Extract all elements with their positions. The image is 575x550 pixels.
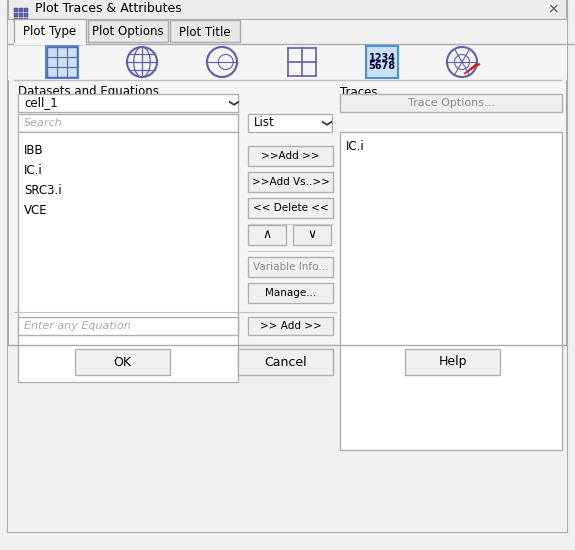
Text: ×: × <box>547 2 559 16</box>
Bar <box>24 13 28 17</box>
Bar <box>248 225 286 245</box>
Text: >> Add >>: >> Add >> <box>260 321 321 331</box>
Bar <box>238 349 333 375</box>
Bar <box>248 198 333 218</box>
Text: IC.i: IC.i <box>346 140 365 153</box>
Bar <box>366 46 398 78</box>
Bar <box>14 8 18 12</box>
Bar <box>19 13 23 17</box>
Text: IBB: IBB <box>24 144 44 157</box>
Bar <box>18 317 238 335</box>
Text: Traces: Traces <box>340 85 378 98</box>
Text: SRC3.i: SRC3.i <box>24 184 62 196</box>
Text: Enter any Equation: Enter any Equation <box>24 321 131 331</box>
Text: Plot Title: Plot Title <box>179 25 231 39</box>
Bar <box>248 114 332 132</box>
Text: Plot Type: Plot Type <box>24 25 76 39</box>
Text: Search: Search <box>24 118 63 128</box>
Bar <box>340 94 562 112</box>
Bar <box>18 94 238 112</box>
Text: Cancel: Cancel <box>264 355 307 368</box>
Bar <box>248 257 333 277</box>
Text: List: List <box>254 117 275 129</box>
Text: Help: Help <box>438 355 467 368</box>
Bar <box>14 13 18 17</box>
Text: OK: OK <box>113 355 132 368</box>
Bar <box>19 8 23 12</box>
Text: Datasets and Equations: Datasets and Equations <box>18 85 159 98</box>
Bar <box>14 19 86 44</box>
Bar <box>46 46 78 78</box>
Bar <box>8 0 567 20</box>
Text: ❯: ❯ <box>227 99 237 107</box>
Text: IC.i: IC.i <box>24 163 43 177</box>
Bar <box>75 349 170 375</box>
Bar <box>18 114 238 132</box>
Text: Plot Traces & Attributes: Plot Traces & Attributes <box>35 3 182 15</box>
Bar <box>8 44 567 80</box>
Bar <box>170 20 240 42</box>
Bar <box>248 172 333 192</box>
Text: Variable Info...: Variable Info... <box>253 262 328 272</box>
Text: 1234: 1234 <box>369 53 396 63</box>
Text: Trace Options...: Trace Options... <box>408 98 494 108</box>
Bar <box>248 146 333 166</box>
Text: << Delete <<: << Delete << <box>252 203 328 213</box>
Bar <box>24 18 28 22</box>
Bar <box>248 283 333 303</box>
Bar <box>8 20 567 44</box>
Bar <box>18 132 238 382</box>
Text: >>Add >>: >>Add >> <box>261 151 320 161</box>
Text: Manage...: Manage... <box>265 288 316 298</box>
Text: Plot Options: Plot Options <box>92 25 164 39</box>
Text: cell_1: cell_1 <box>24 96 58 109</box>
Text: 5678: 5678 <box>369 61 396 71</box>
Bar <box>293 225 331 245</box>
Bar <box>340 132 562 450</box>
Polygon shape <box>464 64 480 74</box>
Bar <box>47 47 77 77</box>
Bar <box>24 8 28 12</box>
Text: ❯: ❯ <box>320 119 330 127</box>
Bar <box>248 317 333 335</box>
Bar <box>88 20 168 42</box>
Text: ∨: ∨ <box>308 228 317 241</box>
Text: VCE: VCE <box>24 204 48 217</box>
Bar <box>19 18 23 22</box>
Bar <box>14 43 86 45</box>
Text: ∧: ∧ <box>262 228 271 241</box>
Bar <box>14 18 18 22</box>
Text: >>Add Vs..>>: >>Add Vs..>> <box>252 177 329 187</box>
Bar <box>8 345 567 532</box>
Bar <box>405 349 500 375</box>
